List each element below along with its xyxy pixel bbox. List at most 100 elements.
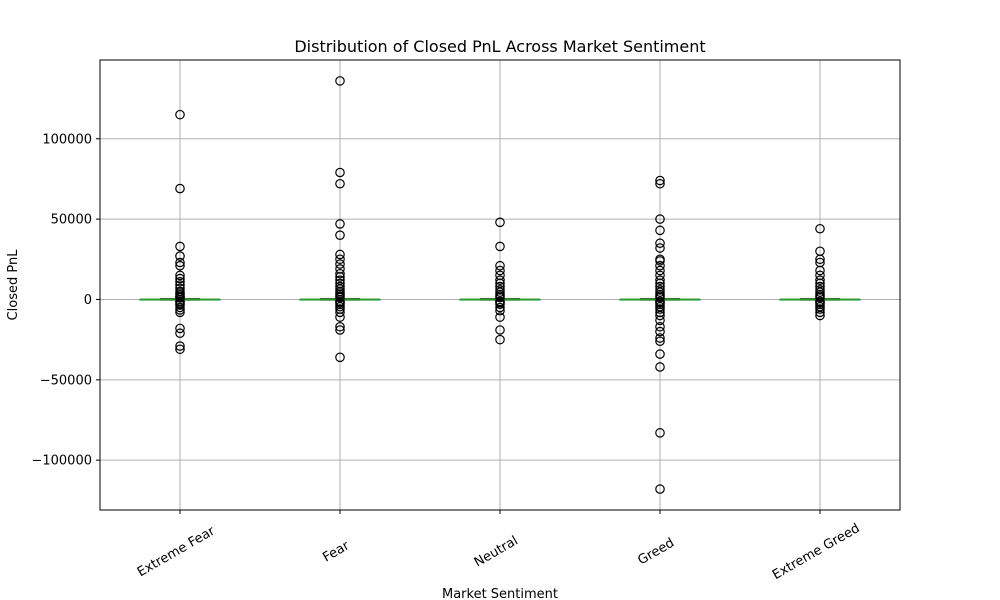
outlier-point [655, 428, 665, 438]
outlier-point [335, 219, 345, 229]
outlier-point [655, 362, 665, 372]
outlier-point [175, 302, 185, 313]
outlier-point [815, 307, 825, 318]
outlier-point [335, 259, 345, 269]
outlier-point [655, 304, 665, 314]
outlier-point [815, 285, 825, 295]
outlier-point [175, 328, 185, 339]
outlier-point [335, 312, 345, 322]
outlier-point [655, 292, 665, 303]
y-axis-label: Closed PnL [6, 249, 21, 321]
x-axis-label: Market Sentiment [442, 587, 558, 600]
box-greed [619, 175, 701, 494]
box-fear [299, 76, 381, 363]
outlier-point [495, 275, 505, 285]
outlier-point [175, 323, 185, 334]
outlier-point [655, 256, 665, 266]
outlier-point [335, 167, 345, 178]
outlier-point [495, 285, 505, 295]
outlier-point [175, 300, 185, 310]
outlier-point [495, 312, 505, 322]
outlier-point [335, 254, 345, 265]
outlier-point [655, 349, 665, 359]
x-tick-label: Neutral [472, 533, 521, 570]
outlier-point [175, 251, 185, 261]
outlier-point [175, 344, 185, 355]
outlier-point [175, 276, 185, 287]
box-extreme-greed [779, 223, 861, 321]
outlier-point [815, 254, 825, 265]
outlier-point [175, 293, 185, 303]
outlier-point [175, 260, 185, 271]
outlier-point [335, 268, 345, 279]
outlier-point [655, 265, 665, 276]
outlier-point [335, 230, 345, 240]
outlier-point [335, 292, 345, 303]
outlier-point [815, 223, 825, 234]
outlier-point [495, 292, 505, 303]
outlier-point [815, 287, 825, 298]
outlier-point [655, 336, 665, 347]
outlier-point [655, 285, 665, 295]
outlier-point [495, 299, 505, 310]
outlier-point [815, 304, 825, 314]
box-neutral [459, 217, 541, 345]
outlier-point [655, 484, 665, 494]
outlier-point [495, 260, 505, 271]
outlier-point [335, 325, 345, 335]
outlier-point [655, 310, 665, 321]
outlier-point [495, 217, 505, 228]
outlier-point [175, 305, 185, 315]
outlier-point [495, 265, 505, 276]
y-tick-label: 50000 [51, 213, 92, 228]
outlier-point [175, 257, 185, 268]
ticks: −100000 −50000 0 50000 100000 Extreme Fear Fea… [31, 132, 862, 583]
outlier-point [655, 315, 665, 326]
outlier-point [335, 321, 345, 332]
outlier-point [495, 334, 505, 345]
outlier-point [335, 178, 345, 189]
outlier-point [815, 310, 825, 321]
outlier-point [495, 241, 505, 252]
outlier-point [655, 321, 665, 332]
outlier-point [815, 292, 825, 303]
outlier-point [655, 214, 665, 224]
outlier-point [175, 241, 185, 252]
x-tick-label: Extreme Greed [770, 521, 863, 583]
x-tick-label: Greed [635, 536, 677, 569]
grid [100, 60, 900, 510]
outlier-point [815, 265, 825, 276]
y-tick-label: −100000 [31, 454, 92, 469]
outlier-point [335, 76, 345, 86]
outlier-point [815, 275, 825, 285]
outlier-point [175, 273, 185, 284]
outlier-point [175, 307, 185, 318]
outlier-point [335, 352, 345, 363]
outlier-point [335, 301, 345, 312]
outlier-point [175, 270, 185, 281]
outlier-point [175, 109, 185, 120]
outlier-point [655, 175, 665, 186]
outlier-point [655, 326, 665, 337]
outlier-point [335, 272, 345, 282]
outlier-point [655, 260, 665, 271]
outlier-point [655, 238, 665, 249]
outlier-point [655, 275, 665, 285]
x-tick-label: Fear [320, 538, 352, 565]
y-tick-label: −50000 [40, 373, 92, 388]
outlier-point [655, 178, 665, 189]
outlier-point [495, 287, 505, 298]
chart-title: Distribution of Closed PnL Across Market… [294, 37, 705, 56]
boxes [139, 76, 861, 494]
outlier-point [175, 183, 185, 194]
outlier-point [495, 302, 505, 313]
y-tick-label: 0 [84, 293, 92, 308]
outlier-point [335, 249, 345, 260]
box-extreme-fear [139, 109, 221, 355]
outlier-point [655, 287, 665, 298]
outlier-point [175, 341, 185, 351]
y-tick-label: 100000 [42, 132, 92, 147]
outlier-point [495, 305, 505, 316]
x-tick-label: Extreme Fear [135, 523, 218, 580]
